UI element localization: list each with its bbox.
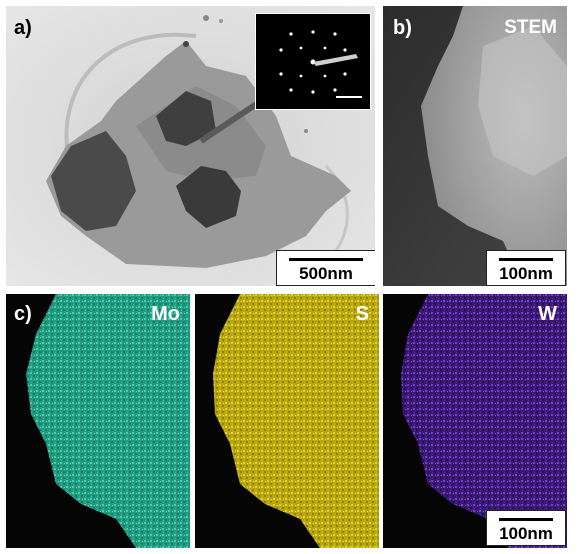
s-map-image [213,294,379,548]
stem-flake-image [383,6,567,286]
w-map-image [401,294,567,548]
scale-bar-line [289,258,363,261]
stem-mode-label: STEM [504,17,557,38]
scale-bar-label: 100nm [499,264,553,283]
scale-bar-b: 100nm [486,250,566,286]
eds-map-w: W 100nm [383,294,567,548]
diffraction-pattern [279,30,362,98]
saed-inset [255,13,371,110]
panel-label-a: a) [14,17,32,39]
scale-bar-label: 100nm [499,524,553,543]
scale-bar-line [499,518,553,521]
element-label-w: W [538,303,557,325]
stem-image-panel: b) STEM 100nm [383,6,567,286]
panel-label-b: b) [393,17,412,39]
element-label-mo: Mo [151,303,180,325]
scale-bar-line [499,258,553,261]
eds-map-mo: c) Mo [6,294,190,548]
scale-bar-label: 500nm [299,264,353,283]
eds-map-s: S [195,294,379,548]
scale-bar-w: 100nm [486,510,566,546]
saed-scale-bar [336,96,362,98]
element-label-s: S [355,303,369,325]
scale-bar-a: 500nm [276,250,375,286]
tem-image-panel: a) 500nm [6,6,375,286]
mo-map-image [26,294,190,548]
panel-label-c: c) [14,303,32,325]
